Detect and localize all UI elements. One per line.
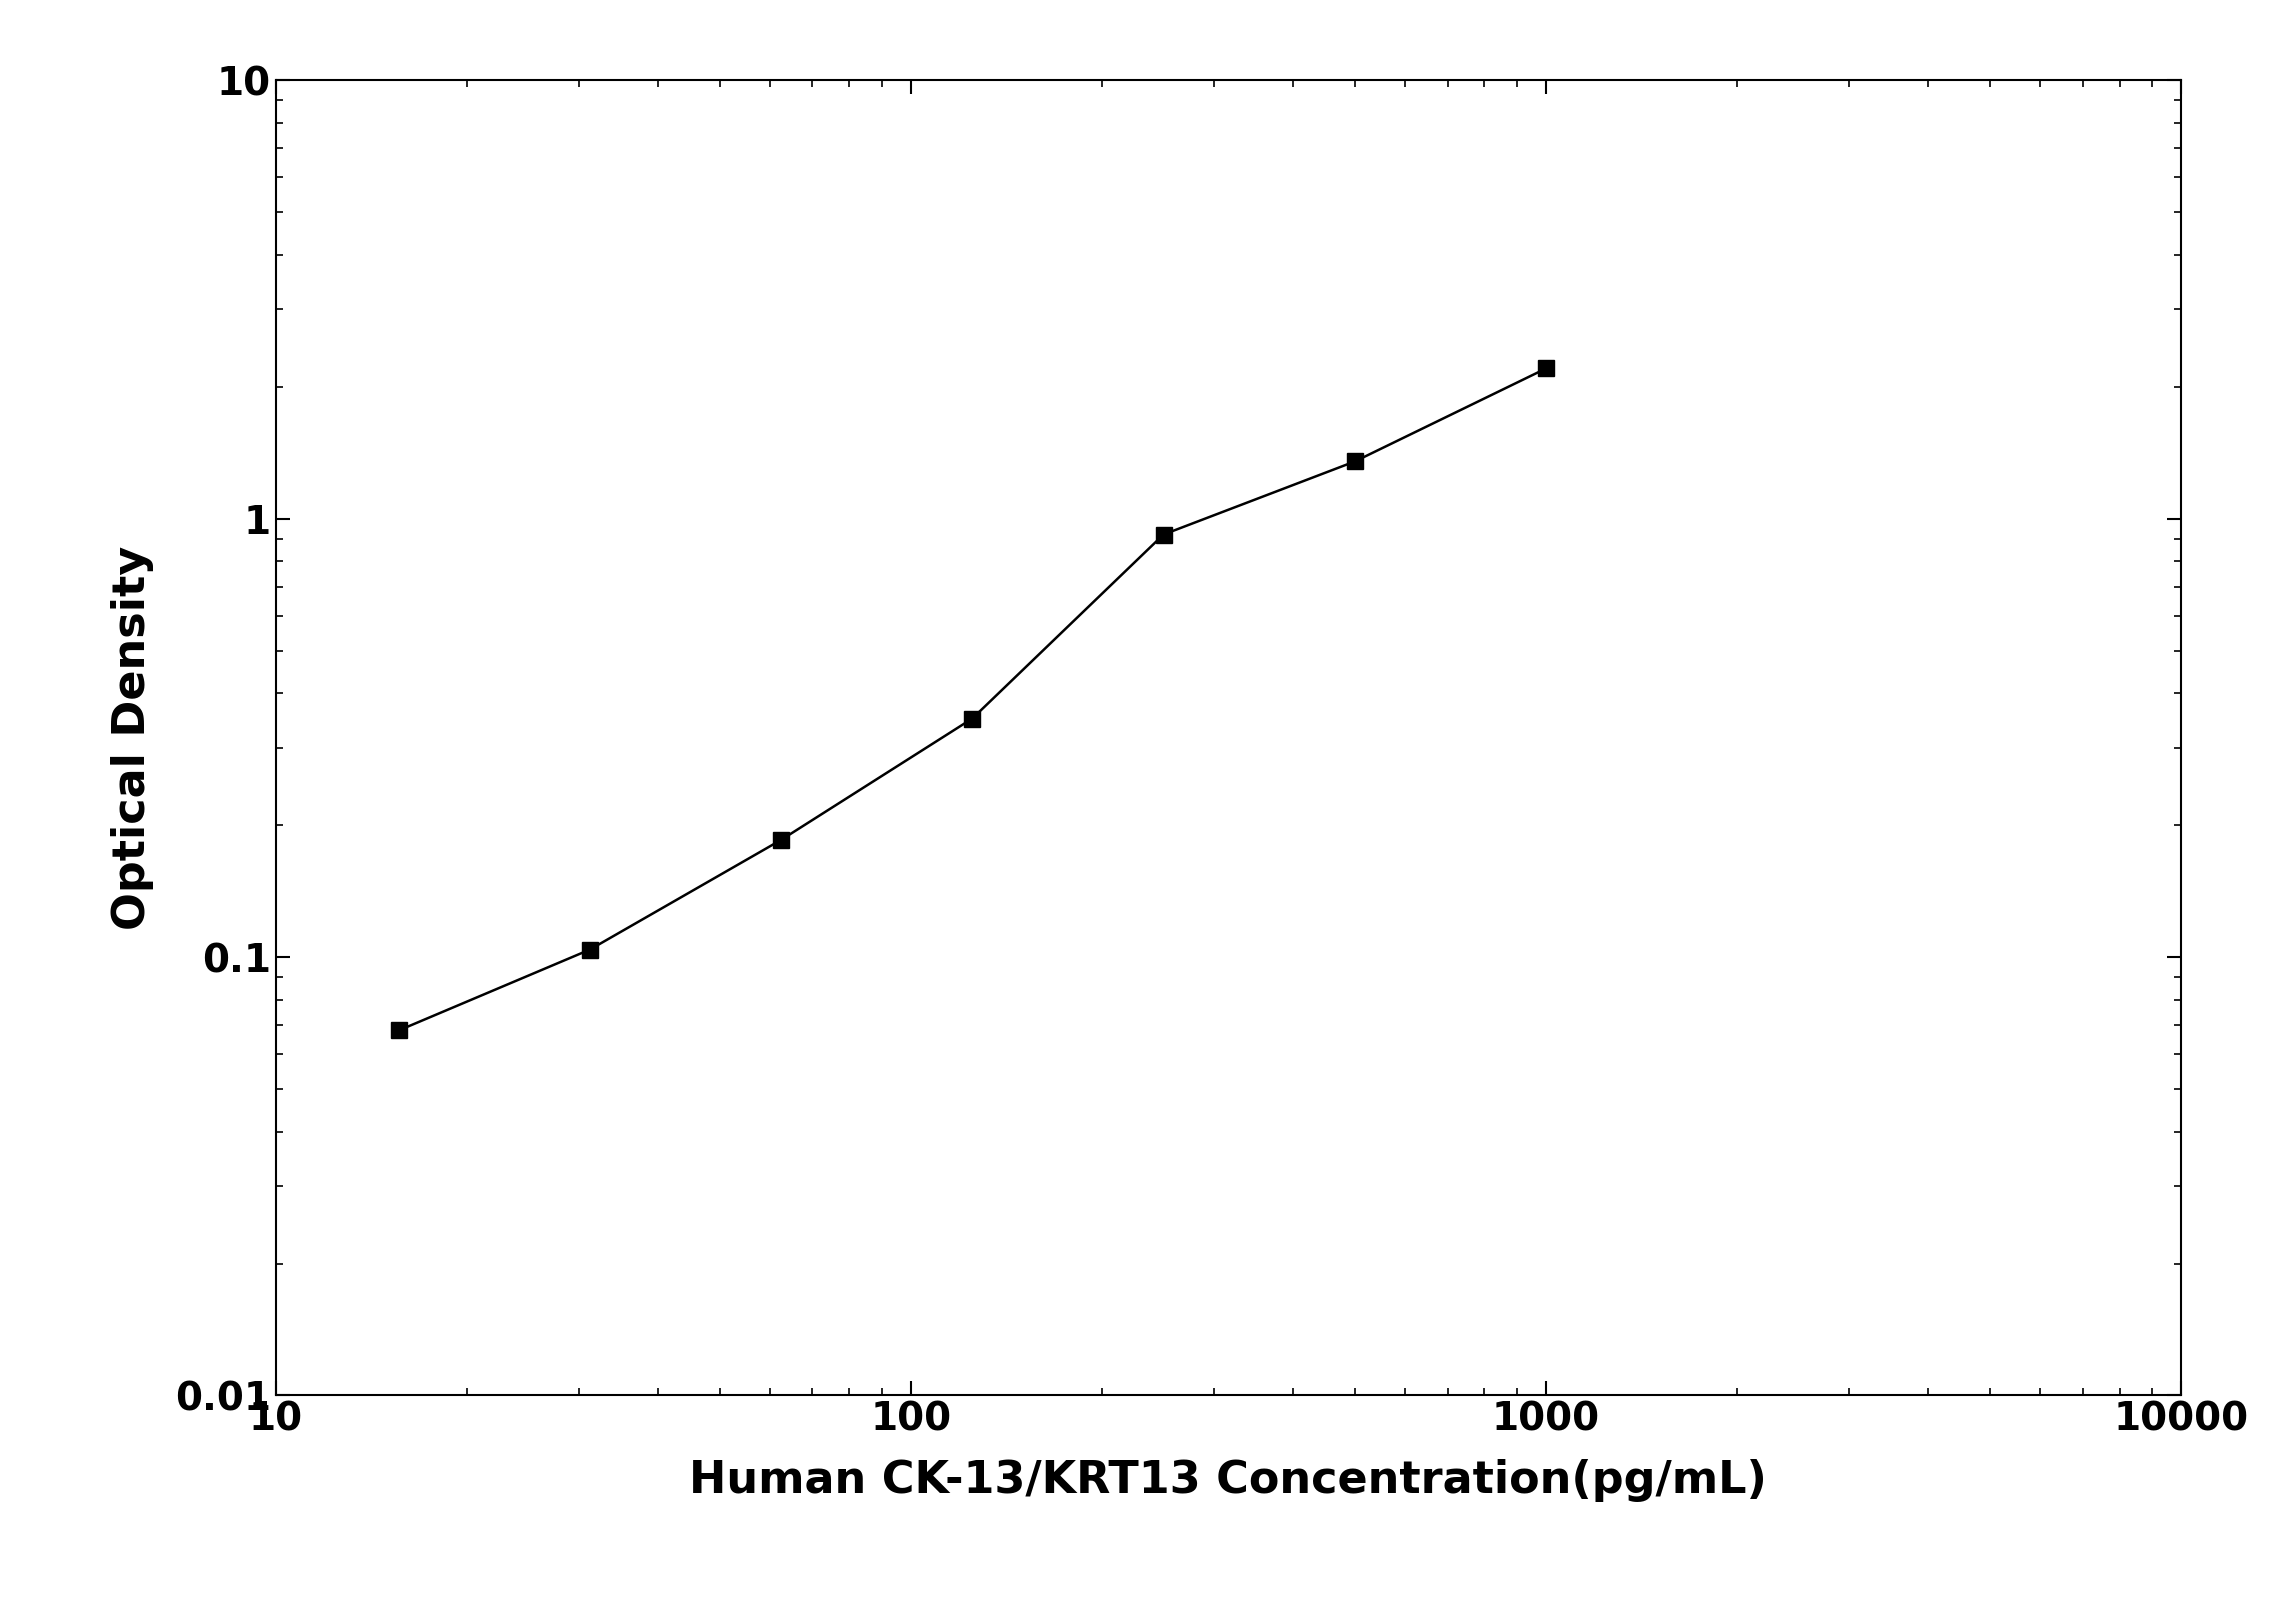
Y-axis label: Optical Density: Optical Density (110, 545, 154, 930)
X-axis label: Human CK-13/KRT13 Concentration(pg/mL): Human CK-13/KRT13 Concentration(pg/mL) (689, 1460, 1768, 1503)
